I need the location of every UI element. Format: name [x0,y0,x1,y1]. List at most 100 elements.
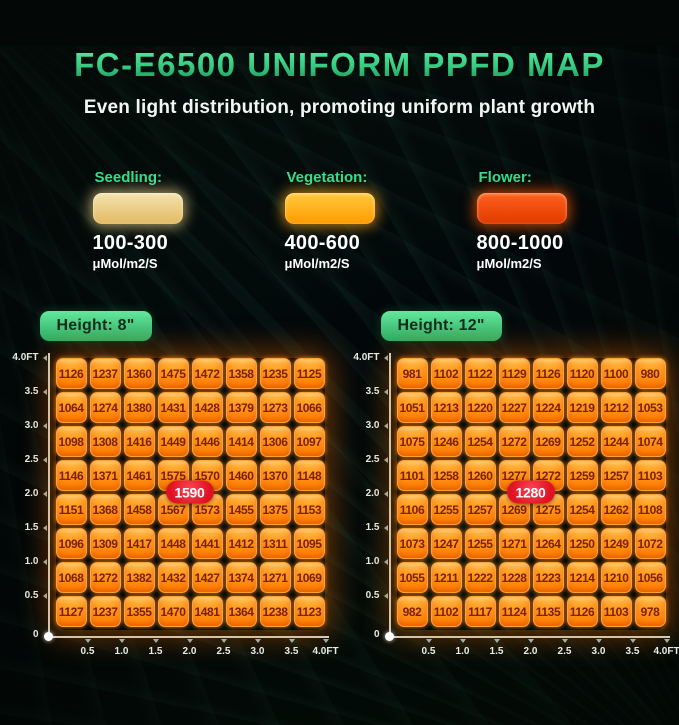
plot-row: 4.0FT 3.5 3.0 2.5 2.0 1.5 1.0 0.5 0 981 1102 1122 1… [353,352,679,657]
ppfd-cell: 1072 [634,528,666,559]
ppfd-cell: 980 [634,358,666,389]
ppfd-cell: 1096 [55,528,87,559]
x-tick-label: 3.5 [284,646,299,657]
y-tick-icon [383,559,388,565]
x-tick-label: 1.0 [114,646,129,657]
ppfd-cell: 1481 [191,596,223,627]
ppfd-cell: 1257 [600,460,632,491]
ppfd-cell: 1151 [55,494,87,525]
ppfd-cell: 1223 [532,562,564,593]
ppfd-cell: 1431 [157,392,189,423]
ppfd-cell: 1382 [123,562,155,593]
ppfd-map-height-8in: Height: 8" 4.0FT 3.5 3.0 2.5 2.0 1.5 1.0 0.5 0 1… [12,311,339,657]
ppfd-cell: 1449 [157,426,189,457]
ppfd-cell: 1126 [566,596,598,627]
ppfd-cell: 1213 [430,392,462,423]
ppfd-cell: 1461 [123,460,155,491]
x-tick-label: 4.0FT [653,646,679,657]
y-tick-icon [42,491,47,497]
ppfd-cell: 1102 [430,358,462,389]
y-tick-icon [42,389,47,395]
ppfd-cell: 1470 [157,596,189,627]
ppfd-cell: 1379 [225,392,257,423]
x-tick-label: 3.0 [250,646,265,657]
ppfd-cell: 1219 [566,392,598,423]
seedling-swatch-icon [92,193,183,224]
x-tick-label: 0.5 [421,646,436,657]
ppfd-cell: 1120 [566,358,598,389]
ppfd-cell: 1097 [293,426,325,457]
ppfd-cell: 1371 [89,460,121,491]
ppfd-cell: 1101 [396,460,428,491]
origin-dot-icon [43,632,53,641]
ppfd-cell: 1370 [259,460,291,491]
ppfd-infographic: FC-E6500 UNIFORM PPFD MAP Even light dis… [0,46,679,657]
ppfd-cell: 1254 [566,494,598,525]
ppfd-cell: 1272 [498,426,530,457]
y-tick-label: 3.5 [24,386,39,397]
ppfd-cell: 1380 [123,392,155,423]
origin-dot-icon [384,632,394,641]
ppfd-cell: 1102 [430,596,462,627]
ppfd-cell: 1108 [634,494,666,525]
x-tick-label: 1.5 [489,646,504,657]
legend-item-flower: Flower: 800-1000 μMol/m2/S [476,169,587,271]
ppfd-cell: 1056 [634,562,666,593]
x-tick-icon [254,639,261,643]
ppfd-cell: 1309 [89,528,121,559]
ppfd-cell: 1417 [123,528,155,559]
ppfd-cell: 1125 [293,358,325,389]
x-tick-icon [118,639,125,643]
ppfd-cell: 1441 [191,528,223,559]
ppfd-cell: 1262 [600,494,632,525]
x-tick-label: 2.0 [182,646,197,657]
ppfd-cell: 1274 [89,392,121,423]
ppfd-cell: 1051 [396,392,428,423]
page-subtitle: Even light distribution, promoting unifo… [83,97,596,118]
ppfd-cell: 978 [634,596,666,627]
ppfd-cell: 1368 [89,494,121,525]
origin-label: 0 [32,629,39,640]
ppfd-cell: 1212 [600,392,632,423]
ppfd-cell: 1075 [396,426,428,457]
y-tick-icon [42,423,47,429]
ppfd-cell: 1264 [532,528,564,559]
ppfd-cell: 1259 [566,460,598,491]
ppfd-cell: 1220 [464,392,496,423]
peak-ppfd-badge: 1280 [506,480,555,504]
ppfd-cell: 1073 [396,528,428,559]
ppfd-cell: 1427 [191,562,223,593]
ppfd-cell: 1260 [464,460,496,491]
ppfd-cell: 1126 [532,358,564,389]
page-title: FC-E6500 UNIFORM PPFD MAP [0,46,679,84]
y-tick-icon [42,593,47,599]
y-tick-label: 3.0 [365,420,380,431]
ppfd-cell: 1446 [191,426,223,457]
x-tick-icon [84,639,91,643]
ppfd-cell: 1074 [634,426,666,457]
x-tick-icon [425,639,432,643]
ppfd-cell: 1053 [634,392,666,423]
ppfd-cell: 1127 [55,596,87,627]
ppfd-cell: 1222 [464,562,496,593]
y-tick-label: 2.5 [365,454,380,465]
ppfd-cell: 1249 [600,528,632,559]
ppfd-cell: 1252 [566,426,598,457]
y-tick-label: 2.5 [24,454,39,465]
y-tick-icon [383,593,388,599]
y-tick-label: 1.0 [24,556,39,567]
y-tick-label: 0.5 [24,590,39,601]
ppfd-cell: 1432 [157,562,189,593]
ppfd-cell: 1103 [634,460,666,491]
ppfd-cell: 1257 [464,494,496,525]
ppfd-cell: 1355 [123,596,155,627]
ppfd-cell: 1255 [430,494,462,525]
ppfd-cell: 1214 [566,562,598,593]
ppfd-cell: 1227 [498,392,530,423]
ppfd-cell: 1124 [498,596,530,627]
y-tick-label: 1.5 [365,522,380,533]
ppfd-cell: 1416 [123,426,155,457]
ppfd-cell: 1146 [55,460,87,491]
legend-label: Vegetation: [286,169,368,186]
x-tick-icon [629,639,636,643]
